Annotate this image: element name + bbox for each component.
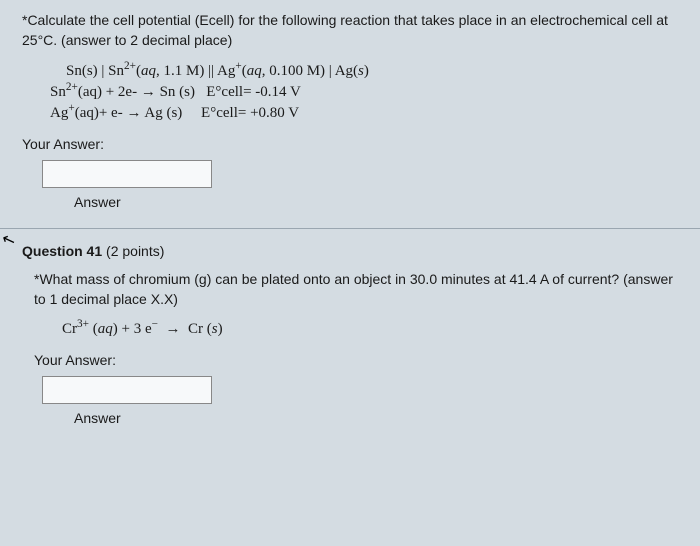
q40-half-reaction-1: Sn2+(aq) + 2e- → Sn (s) E°cell= -0.14 V bbox=[50, 84, 678, 101]
question-divider bbox=[0, 228, 700, 229]
q41-number: Question 41 bbox=[22, 243, 102, 259]
q41-equation: Cr3+ (aq) + 3 e− → Cr (s) bbox=[62, 321, 678, 338]
q41-answer-caption: Answer bbox=[74, 410, 678, 426]
mouse-cursor: ↖ bbox=[0, 228, 18, 251]
q41-prompt: *What mass of chromium (g) can be plated… bbox=[34, 269, 678, 310]
q41-block: Question 41 (2 points) *What mass of chr… bbox=[22, 243, 678, 427]
q40-cell-notation: Sn(s) | Sn2+(aq, 1.1 M) || Ag+(aq, 0.100… bbox=[66, 63, 678, 80]
q41-points: (2 points) bbox=[102, 243, 164, 259]
q40-your-answer-label: Your Answer: bbox=[22, 136, 678, 152]
q41-your-answer-label: Your Answer: bbox=[34, 352, 678, 368]
q40-prompt: *Calculate the cell potential (Ecell) fo… bbox=[22, 10, 678, 51]
q40-answer-input[interactable] bbox=[42, 160, 212, 188]
q40-block: *Calculate the cell potential (Ecell) fo… bbox=[22, 10, 678, 210]
q40-half-reaction-2: Ag+(aq)+ e- → Ag (s) E°cell= +0.80 V bbox=[50, 105, 678, 122]
q40-answer-caption: Answer bbox=[74, 194, 678, 210]
q41-answer-input[interactable] bbox=[42, 376, 212, 404]
q41-header: Question 41 (2 points) bbox=[22, 243, 678, 259]
